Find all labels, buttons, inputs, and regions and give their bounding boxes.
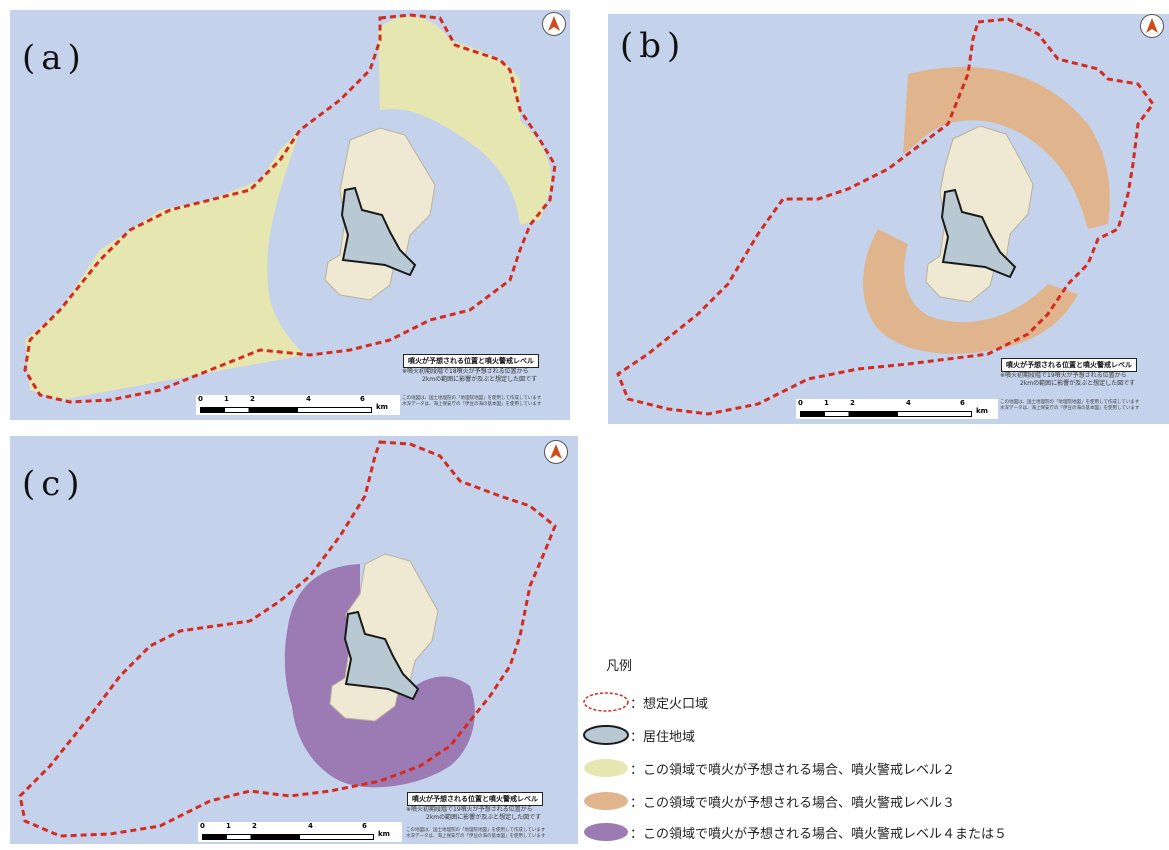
scale-bar: 0 1 2 4 6 km — [796, 399, 998, 419]
scale-tick: 0 — [200, 822, 205, 830]
panel-label: (c) — [22, 464, 86, 504]
legend-label: ：この領域で噴火が予想される場合、噴火警戒レベル３ — [630, 796, 956, 811]
orange-swatch-icon — [584, 792, 628, 810]
level2-zone — [25, 130, 305, 400]
map-credit: この地図は、国土地理院の「地理院地図」を使用して作成しています — [1000, 400, 1140, 405]
map-panel-c: (c) 噴火が予想される位置と噴火警戒レベル ※噴火初期段階で19噴火が予想され… — [10, 436, 578, 844]
level3-zone — [863, 229, 1078, 354]
map-c-canvas — [18, 440, 557, 838]
map-title: 噴火が予想される位置と噴火警戒レベル — [1001, 358, 1137, 372]
map-title: 噴火が予想される位置と噴火警戒レベル — [407, 792, 543, 806]
map-note: ※噴火初期段階で18噴火が予想される位置から — [402, 368, 529, 375]
map-note: 2kmの範囲に影響が及ぶと想定した図です — [1020, 380, 1136, 387]
scale-tick: 1 — [224, 395, 229, 403]
residential-area — [343, 610, 420, 701]
crater-area-outline — [18, 440, 557, 838]
yellow-swatch-icon — [584, 759, 628, 777]
scale-bar: 0 1 2 4 6 km — [198, 822, 402, 842]
scale-tick: 2 — [250, 395, 255, 403]
map-note: 2kmの範囲に影響が及ぶと想定した図です — [422, 376, 538, 383]
scale-tick: 2 — [850, 399, 855, 407]
legend-item-crater-area: ：想定火口域 — [580, 689, 1160, 715]
map-b-canvas — [616, 17, 1155, 416]
scale-bar: 0 1 2 4 6 km — [196, 395, 400, 415]
north-arrow-icon — [542, 12, 566, 36]
map-credit: 水深データは、海上保安庁の「伊豆の海の基本図」を使用しています — [406, 834, 546, 839]
legend-item-level3: ：この領域で噴火が予想される場合、噴火警戒レベル３ — [580, 788, 1160, 814]
legend-item-residential: ：居住地域 — [580, 722, 1160, 748]
legend-title: 凡例 — [606, 659, 633, 674]
legend-item-level2: ：この領域で噴火が予想される場合、噴火警戒レベル２ — [580, 755, 1160, 781]
panel-label: (a) — [22, 38, 87, 78]
map-title: 噴火が予想される位置と噴火警戒レベル — [403, 354, 539, 368]
map-credit: 水深データは、海上保安庁の「伊豆の海の基本図」を使用しています — [1000, 406, 1140, 411]
scale-tick: 4 — [308, 822, 313, 830]
scale-tick: 1 — [226, 822, 231, 830]
legend-label: ：この領域で噴火が予想される場合、噴火警戒レベル４または５ — [630, 827, 1008, 842]
crater-area-outline — [23, 13, 557, 404]
map-panel-a: (a) 噴火が予想される位置と噴火警戒レベル ※噴火初期段階で18噴火が予想され… — [10, 10, 570, 420]
scale-tick: 6 — [360, 395, 365, 403]
residential-area — [940, 188, 1017, 279]
map-note: 2kmの範囲に影響が及ぶと想定した図です — [426, 814, 542, 821]
scale-tick: 0 — [198, 395, 203, 403]
crater-area-outline — [616, 17, 1155, 416]
scale-tick: 0 — [798, 399, 803, 407]
map-note: ※噴火初期段階で19噴火が予想される位置から — [406, 806, 533, 813]
map-credit: この地図は、国土地理院の「地理院地図」を使用して作成しています — [406, 828, 546, 833]
scale-tick: 6 — [362, 822, 367, 830]
scale-tick: 4 — [306, 395, 311, 403]
north-arrow-icon — [1140, 14, 1164, 38]
scale-unit: km — [376, 403, 388, 411]
scale-tick: 6 — [960, 399, 965, 407]
north-arrow-icon — [544, 440, 568, 464]
map-panel-b: (b) 噴火が予想される位置と噴火警戒レベル ※噴火初期段階で19噴火が予想され… — [608, 14, 1169, 424]
purple-swatch-icon — [584, 823, 628, 841]
residential-swatch-icon — [583, 725, 629, 745]
legend-label: ：想定火口域 — [630, 697, 709, 712]
scale-unit: km — [976, 407, 988, 415]
scale-tick: 2 — [252, 822, 257, 830]
legend-label: ：この領域で噴火が予想される場合、噴火警戒レベル２ — [630, 763, 956, 778]
map-credit: この地図は、国土地理院の「地理院地図」を使用して作成しています — [402, 396, 542, 401]
legend-label: ：居住地域 — [630, 730, 696, 745]
dashed-outline-swatch-icon — [583, 692, 629, 712]
scale-unit: km — [378, 830, 390, 838]
panel-label: (b) — [620, 26, 687, 66]
legend: 凡例 ：想定火口域 ：居住地域 ：この領域で噴火が予想される場合、噴火警戒レベル… — [580, 655, 1160, 845]
map-credit: 水深データは、海上保安庁の「伊豆の海の基本図」を使用しています — [402, 402, 542, 407]
legend-item-level45: ：この領域で噴火が予想される場合、噴火警戒レベル４または５ — [580, 819, 1160, 845]
map-note: ※噴火初期段階で19噴火が予想される位置から — [1000, 372, 1127, 379]
scale-tick: 4 — [906, 399, 911, 407]
map-a-canvas — [23, 13, 557, 404]
residential-area — [340, 186, 417, 277]
scale-tick: 1 — [824, 399, 829, 407]
